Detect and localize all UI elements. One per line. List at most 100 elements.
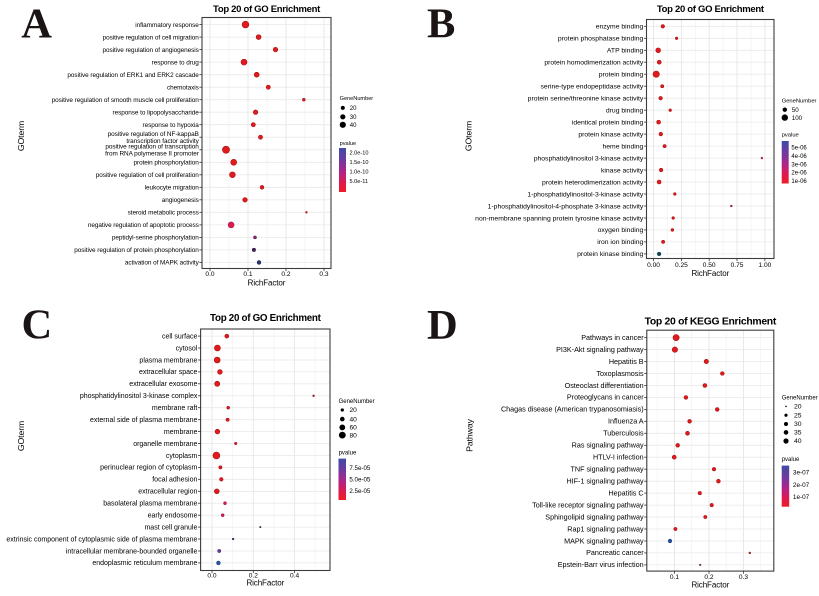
svg-text:positive regulation of protein: positive regulation of protein phosphory… <box>74 247 199 254</box>
svg-text:intracellular membrane-bounded: intracellular membrane-bounded organelle <box>66 548 198 555</box>
svg-text:protein phosphorylation: protein phosphorylation <box>134 160 200 167</box>
svg-text:1-phosphatidylinositol-4-phosp: 1-phosphatidylinositol-4-phosphate 3-kin… <box>488 203 644 210</box>
svg-text:positive regulation of angioge: positive regulation of angiogenesis <box>102 47 198 54</box>
svg-text:0.0: 0.0 <box>205 271 214 278</box>
svg-text:30: 30 <box>794 421 802 428</box>
svg-text:0.25: 0.25 <box>675 262 688 269</box>
svg-text:protein phosphatase binding: protein phosphatase binding <box>558 36 644 43</box>
svg-text:perinuclear region of cytoplas: perinuclear region of cytoplasm <box>100 465 197 472</box>
svg-text:0.3: 0.3 <box>319 271 328 278</box>
svg-text:MAPK signaling pathway: MAPK signaling pathway <box>564 536 644 545</box>
svg-text:1-phosphatidylinositol-3-kinas: 1-phosphatidylinositol-3-kinase activity <box>527 191 644 198</box>
svg-text:pvalue: pvalue <box>782 457 800 463</box>
svg-text:20: 20 <box>350 407 358 414</box>
svg-text:heme binding: heme binding <box>602 143 643 150</box>
svg-text:Influenza A: Influenza A <box>608 417 644 426</box>
svg-text:Toll-like receptor signaling p: Toll-like receptor signaling pathway <box>532 500 644 509</box>
svg-text:cell surface: cell surface <box>162 333 198 340</box>
svg-text:phosphatidylinositol 3-kinase: phosphatidylinositol 3-kinase complex <box>80 393 198 400</box>
svg-text:Tuberculosis: Tuberculosis <box>603 429 644 438</box>
svg-text:1e-07: 1e-07 <box>793 494 810 501</box>
svg-text:leukocyte migration: leukocyte migration <box>145 185 200 192</box>
svg-text:cytoplasm: cytoplasm <box>166 453 198 460</box>
svg-text:plasma membrane: plasma membrane <box>139 357 197 364</box>
svg-text:pvalue: pvalue <box>782 133 799 139</box>
svg-text:Ras signaling pathway: Ras signaling pathway <box>572 441 644 450</box>
svg-text:chemotaxis: chemotaxis <box>167 85 199 92</box>
svg-text:steroid metabolic process: steroid metabolic process <box>128 210 199 217</box>
svg-text:phosphatidylinositol 3-kinase: phosphatidylinositol 3-kinase activity <box>534 155 644 162</box>
svg-text:5e-06: 5e-06 <box>791 146 807 152</box>
svg-text:2.0e-10: 2.0e-10 <box>350 151 369 157</box>
svg-text:Top 20 of GO Enrichment: Top 20 of GO Enrichment <box>213 4 321 15</box>
svg-text:2e-07: 2e-07 <box>793 482 810 489</box>
svg-text:Rap1 signaling pathway: Rap1 signaling pathway <box>567 524 644 533</box>
svg-text:organelle membrane: organelle membrane <box>133 441 197 448</box>
svg-text:cytosol: cytosol <box>176 345 198 352</box>
svg-text:from RNA polymerase II promote: from RNA polymerase II promoter <box>105 151 200 158</box>
svg-text:RichFactor: RichFactor <box>691 581 729 590</box>
svg-text:0.50: 0.50 <box>703 262 716 269</box>
svg-text:Proteoglycans in cancer: Proteoglycans in cancer <box>567 393 644 402</box>
svg-text:response to hypoxia: response to hypoxia <box>143 122 200 129</box>
svg-text:activation of MAPK activity: activation of MAPK activity <box>125 260 200 267</box>
svg-text:A: A <box>21 0 52 47</box>
svg-text:protein kinase activity: protein kinase activity <box>578 131 644 138</box>
svg-text:protein binding: protein binding <box>599 72 644 79</box>
svg-text:1.0e-10: 1.0e-10 <box>350 169 369 175</box>
svg-text:Top 20 of GO Enrichment: Top 20 of GO Enrichment <box>657 4 765 15</box>
svg-text:positive regulation of NF-kapp: positive regulation of NF-kappaB <box>108 131 199 138</box>
svg-text:HTLV-I infection: HTLV-I infection <box>593 453 644 462</box>
svg-text:2.5e-05: 2.5e-05 <box>349 488 371 495</box>
svg-text:RichFactor: RichFactor <box>248 278 286 287</box>
svg-text:40: 40 <box>350 416 358 423</box>
svg-text:0.2: 0.2 <box>249 573 258 580</box>
svg-text:40: 40 <box>350 123 357 129</box>
svg-text:1.00: 1.00 <box>758 262 771 269</box>
svg-text:GOterm: GOterm <box>16 121 26 151</box>
svg-text:positive regulation of ERK1 an: positive regulation of ERK1 and ERK2 cas… <box>67 72 199 79</box>
svg-text:ATP binding: ATP binding <box>607 48 644 55</box>
svg-text:Top 20 of KEGG Enrichment: Top 20 of KEGG Enrichment <box>645 317 777 328</box>
svg-text:Hepatitis C: Hepatitis C <box>608 488 643 497</box>
svg-text:4e-06: 4e-06 <box>791 154 807 160</box>
svg-text:0.1: 0.1 <box>243 271 252 278</box>
svg-text:membrane: membrane <box>164 429 198 436</box>
svg-text:5.0e-11: 5.0e-11 <box>350 179 369 185</box>
svg-text:Sphingolipid signaling pathway: Sphingolipid signaling pathway <box>545 512 644 521</box>
svg-text:GOterm: GOterm <box>464 121 474 151</box>
svg-text:0.75: 0.75 <box>731 262 744 269</box>
svg-text:20: 20 <box>350 106 357 112</box>
svg-text:C: C <box>22 301 53 348</box>
svg-text:3e-06: 3e-06 <box>791 162 807 168</box>
svg-text:Chagas disease (American trypa: Chagas disease (American trypanosomiasis… <box>501 405 644 414</box>
svg-text:focal adhesion: focal adhesion <box>152 477 197 484</box>
svg-text:Top 20 of GO Enrichment: Top 20 of GO Enrichment <box>210 313 322 324</box>
svg-text:membrane raft: membrane raft <box>152 405 198 412</box>
svg-text:50: 50 <box>792 107 799 114</box>
svg-text:negative regulation of apoptot: negative regulation of apoptotic process <box>88 222 199 229</box>
svg-text:0.3: 0.3 <box>739 574 748 581</box>
svg-text:80: 80 <box>350 432 358 439</box>
svg-text:drug binding: drug binding <box>606 108 644 115</box>
svg-text:extrinsic component of cytopla: extrinsic component of cytoplasmic side … <box>6 536 197 543</box>
svg-text:kinase activity: kinase activity <box>601 167 644 174</box>
svg-text:non-membrane spanning protein: non-membrane spanning protein tyrosine k… <box>475 215 644 222</box>
svg-text:0.2: 0.2 <box>704 574 713 581</box>
svg-text:60: 60 <box>350 425 358 432</box>
svg-text:external side of plasma membra: external side of plasma membrane <box>90 417 197 424</box>
svg-text:40: 40 <box>794 438 802 445</box>
svg-text:0.0: 0.0 <box>207 573 216 580</box>
svg-text:angiogenesis: angiogenesis <box>162 197 199 204</box>
svg-text:5.0e-05: 5.0e-05 <box>349 476 371 483</box>
svg-text:30: 30 <box>350 115 357 121</box>
svg-text:protein serine/threonine kinas: protein serine/threonine kinase activity <box>528 96 644 103</box>
svg-text:1.5e-10: 1.5e-10 <box>350 160 369 166</box>
svg-text:oxygen binding: oxygen binding <box>598 227 644 234</box>
svg-text:3e-07: 3e-07 <box>793 470 810 477</box>
svg-text:protein kinase binding: protein kinase binding <box>577 251 643 258</box>
svg-text:endoplasmic reticulum membrane: endoplasmic reticulum membrane <box>92 560 197 567</box>
svg-text:early endosome: early endosome <box>148 513 198 520</box>
svg-text:Epstein-Barr virus infection: Epstein-Barr virus infection <box>558 560 644 569</box>
svg-text:RichFactor: RichFactor <box>246 578 284 587</box>
